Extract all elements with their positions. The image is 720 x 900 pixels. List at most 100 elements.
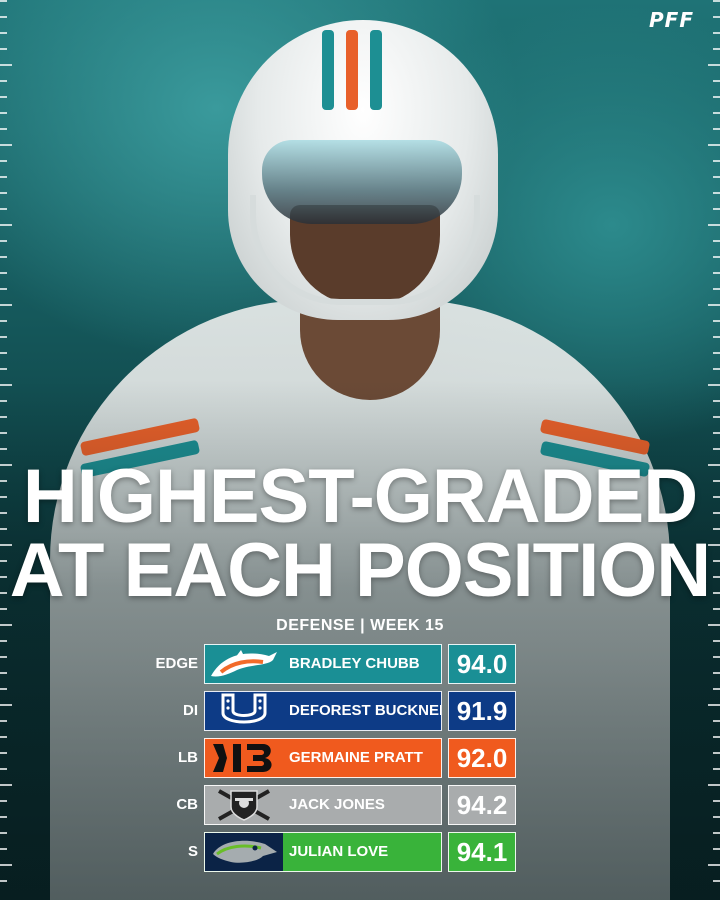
yard-tick	[713, 48, 720, 50]
yard-tick	[0, 704, 12, 706]
player-name: DEFOREST BUCKNER	[289, 702, 442, 719]
player-name: BRADLEY CHUBB	[289, 655, 420, 672]
yard-tick	[713, 208, 720, 210]
position-label: EDGE	[155, 655, 198, 672]
yard-tick	[708, 224, 720, 226]
yard-tick	[713, 176, 720, 178]
yard-tick	[0, 16, 7, 18]
position-label: CB	[176, 796, 198, 813]
yard-tick	[0, 800, 7, 802]
shield-swords-icon	[205, 786, 283, 824]
yard-tick	[0, 336, 7, 338]
yard-tick	[0, 640, 7, 642]
yard-tick	[713, 496, 720, 498]
yard-tick	[0, 64, 12, 66]
pff-logo: PFF	[649, 8, 694, 32]
yard-tick	[0, 272, 7, 274]
yard-tick	[0, 784, 12, 786]
grade-value: 92.0	[448, 738, 516, 778]
yard-tick	[0, 352, 7, 354]
yard-tick	[0, 368, 7, 370]
yard-tick	[708, 624, 720, 626]
yard-tick	[0, 416, 7, 418]
yard-tick	[0, 880, 7, 882]
yard-tick	[713, 272, 720, 274]
yard-tick	[0, 816, 7, 818]
list-item: S JULIAN LOVE 94.1	[150, 832, 520, 872]
yard-tick	[713, 80, 720, 82]
yard-tick	[713, 720, 720, 722]
headline: HIGHEST-GRADED AT EACH POSITION	[0, 454, 720, 613]
grade-value: 94.2	[448, 785, 516, 825]
yard-tick	[0, 464, 12, 466]
yard-tick	[713, 800, 720, 802]
yard-tick	[0, 80, 7, 82]
yard-tick	[713, 240, 720, 242]
yard-tick	[0, 224, 12, 226]
subtitle: DEFENSE | WEEK 15	[276, 617, 444, 634]
helmet-stripe	[322, 30, 334, 110]
yard-tick	[0, 576, 7, 578]
yard-tick	[713, 96, 720, 98]
yard-tick	[713, 16, 720, 18]
player-name: JACK JONES	[289, 796, 385, 813]
player-bar: BRADLEY CHUBB	[204, 644, 442, 684]
yard-tick	[0, 848, 7, 850]
headline-line-1: HIGHEST-GRADED	[22, 454, 698, 539]
yard-tick	[713, 416, 720, 418]
seahawk-icon	[205, 833, 283, 871]
yard-tick	[0, 720, 7, 722]
yard-tick	[0, 496, 7, 498]
yard-tick	[0, 768, 7, 770]
yard-tick	[713, 128, 720, 130]
yard-tick	[0, 288, 7, 290]
tiger-stripes-icon	[205, 739, 283, 777]
yard-tick	[713, 512, 720, 514]
list-item: DI DEFOREST BUCKNER 91.9	[150, 691, 520, 731]
yard-tick	[0, 96, 7, 98]
yard-tick	[713, 32, 720, 34]
yard-tick	[0, 528, 7, 530]
yard-tick	[713, 816, 720, 818]
yard-tick	[0, 0, 7, 2]
list-item: LB GERMAINE PRATT 92.0	[150, 738, 520, 778]
yard-tick	[0, 160, 7, 162]
yard-tick	[0, 448, 7, 450]
yard-tick	[0, 304, 12, 306]
yard-tick	[713, 640, 720, 642]
yard-tick	[0, 656, 7, 658]
yard-tick	[713, 752, 720, 754]
yard-tick	[708, 464, 720, 466]
yard-tick	[0, 240, 7, 242]
yard-tick	[708, 864, 720, 866]
headline-line-2: AT EACH POSITION	[9, 528, 711, 613]
yard-tick	[713, 848, 720, 850]
yard-tick	[708, 544, 720, 546]
helmet-stripe	[370, 30, 382, 110]
grade-value: 91.9	[448, 691, 516, 731]
list-item: EDGE BRADLEY CHUBB 94.0	[150, 644, 520, 684]
horseshoe-icon	[205, 692, 283, 730]
grade-value: 94.0	[448, 644, 516, 684]
yard-tick	[713, 256, 720, 258]
yard-tick	[0, 480, 7, 482]
yard-tick	[0, 736, 7, 738]
yard-tick	[713, 336, 720, 338]
helmet-stripe	[346, 30, 358, 110]
yard-tick	[713, 192, 720, 194]
dolphin-icon	[205, 645, 283, 683]
player-bar: DEFOREST BUCKNER	[204, 691, 442, 731]
position-label: LB	[178, 749, 198, 766]
yard-tick	[713, 480, 720, 482]
yard-tick	[713, 432, 720, 434]
yard-tick	[0, 144, 12, 146]
yard-tick	[713, 400, 720, 402]
yard-tick	[0, 832, 7, 834]
yard-tick	[713, 448, 720, 450]
yard-tick	[713, 320, 720, 322]
yard-tick	[0, 544, 12, 546]
yard-tick	[0, 208, 7, 210]
yard-tick	[0, 672, 7, 674]
position-label: DI	[183, 702, 198, 719]
